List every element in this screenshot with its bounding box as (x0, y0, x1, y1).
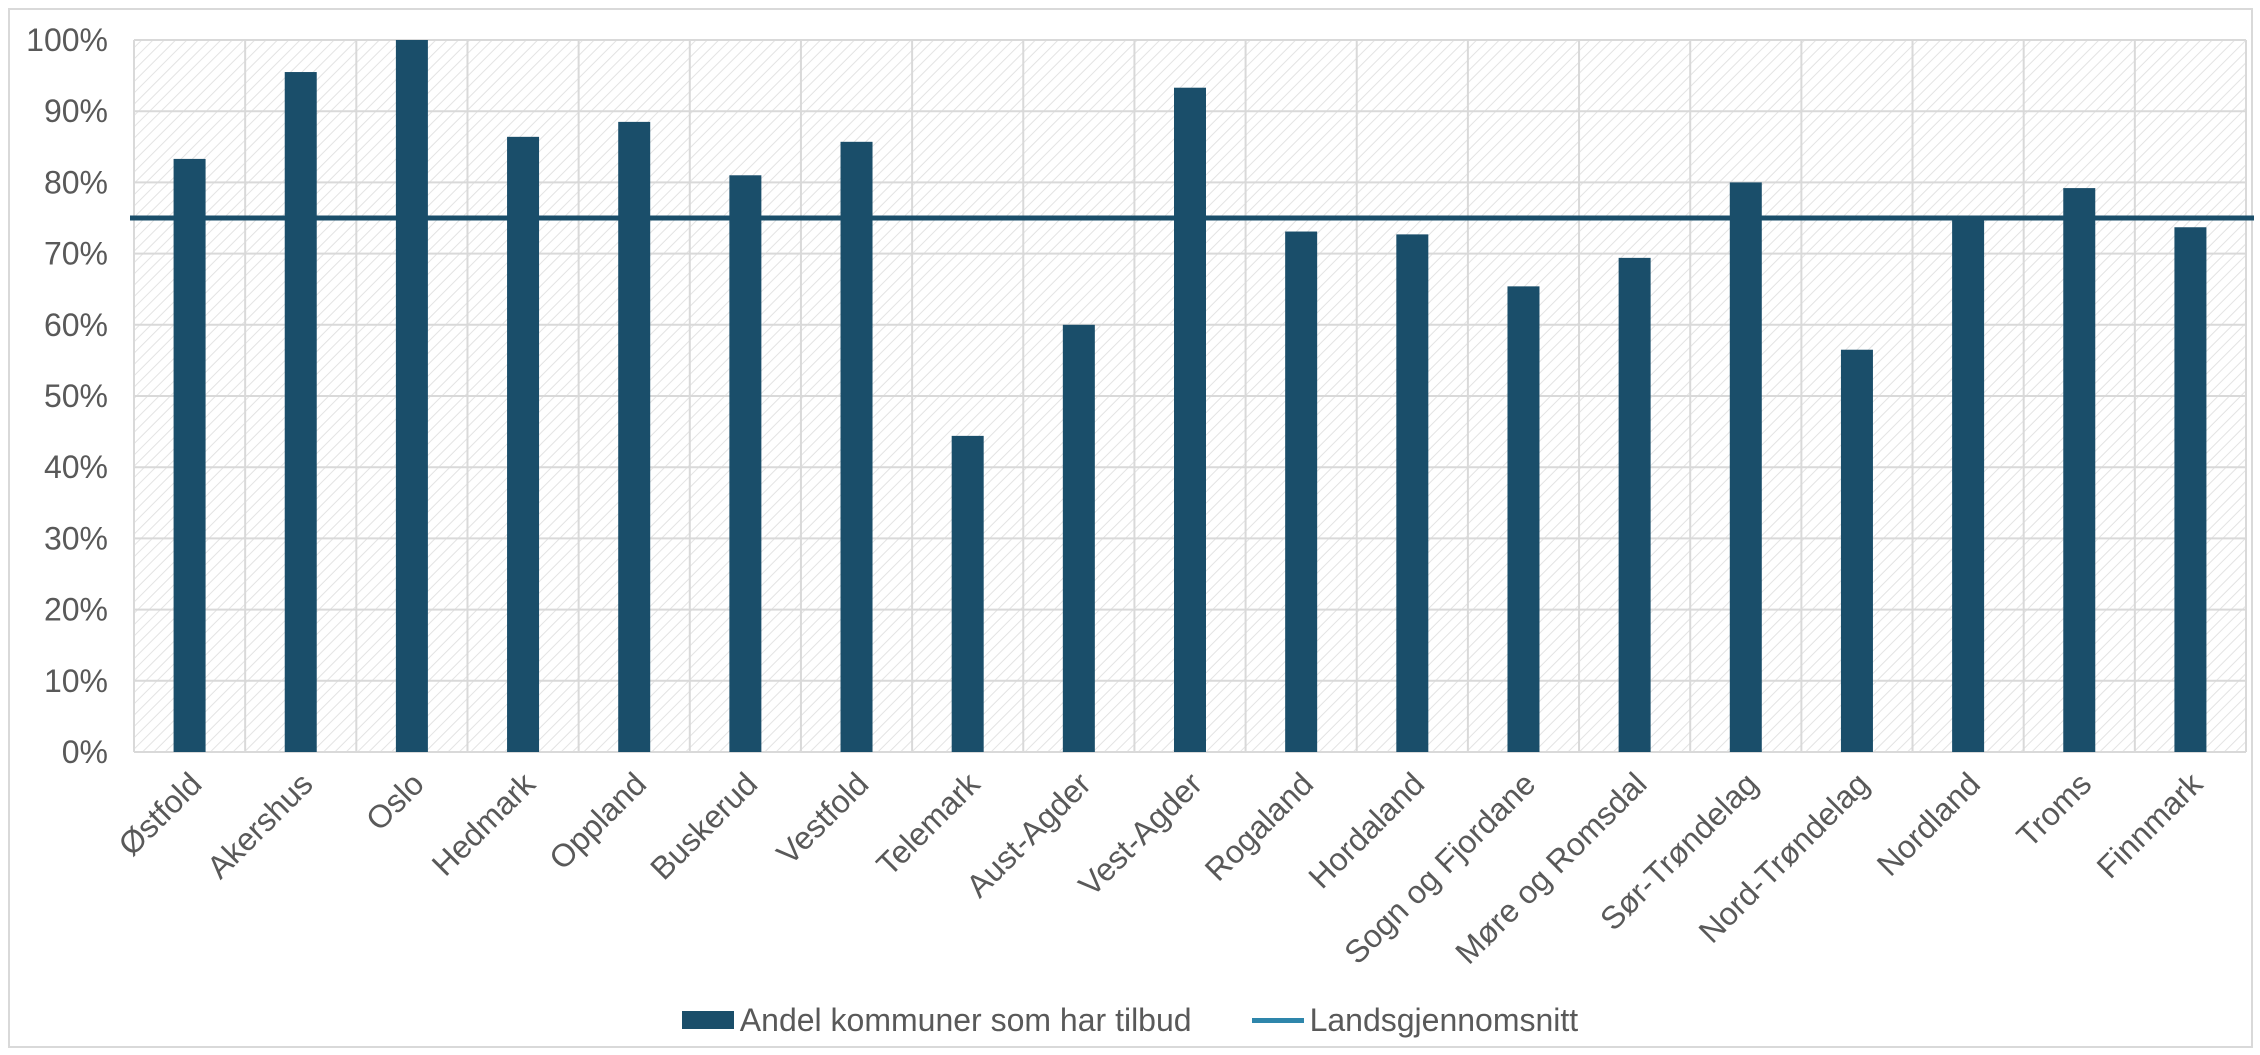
x-tick-label: Hedmark (425, 765, 543, 883)
bar (173, 158, 206, 753)
y-tick-label: 80% (44, 164, 108, 200)
x-tick-label: Telemark (869, 765, 987, 883)
bar (729, 175, 762, 752)
bar (1396, 234, 1429, 753)
x-tick-label: Vestfold (770, 765, 876, 871)
y-tick-label: 50% (44, 378, 108, 414)
bar (1062, 324, 1095, 752)
x-tick-label: Finnmark (2090, 765, 2210, 885)
bar (1618, 257, 1651, 752)
legend-item-line: Landsgjennomsnitt (1251, 1001, 1579, 1039)
y-tick-label: 90% (44, 93, 108, 129)
y-axis-labels: 0% 10% 20% 30% 40% 50% 60% 70% 80% 90% 100% (26, 22, 108, 770)
y-tick-label: 10% (44, 663, 108, 699)
bars (173, 40, 2207, 753)
bar (395, 40, 428, 752)
bar (1729, 182, 1762, 752)
y-tick-label: 0% (62, 734, 108, 770)
y-tick-label: 40% (44, 449, 108, 485)
x-tick-label: Oslo (359, 765, 431, 837)
x-tick-label: Sogn og Fjordane (1337, 765, 1542, 970)
y-tick-label: 60% (44, 307, 108, 343)
legend-label-line: Landsgjennomsnitt (1309, 1001, 1579, 1038)
x-tick-label: Buskerud (643, 765, 764, 886)
bar (840, 141, 873, 753)
bar (1507, 286, 1540, 752)
x-tick-label: Oppland (542, 765, 653, 876)
bar (2174, 227, 2207, 753)
x-tick-label: Akershus (200, 765, 320, 885)
y-tick-label: 70% (44, 236, 108, 272)
bar (284, 72, 317, 753)
legend: Andel kommuner som har tilbud Landsgjenn… (0, 998, 2260, 1042)
bar (1285, 231, 1318, 752)
legend-label-bars: Andel kommuner som har tilbud (739, 1001, 1192, 1038)
bar (1174, 87, 1206, 753)
legend-line-swatch (1251, 1017, 1304, 1023)
y-tick-label: 100% (26, 22, 108, 58)
y-tick-label: 20% (44, 592, 108, 628)
bar (507, 136, 540, 752)
bar (951, 435, 984, 752)
bar (1840, 349, 1873, 752)
legend-item-bars: Andel kommuner som har tilbud (681, 1001, 1192, 1039)
bar-chart: 0% 10% 20% 30% 40% 50% 60% 70% 80% 90% 100% Østfol… (26, 22, 2254, 971)
x-tick-label: Nordland (1870, 765, 1987, 882)
legend-bar-swatch (681, 1011, 734, 1029)
bar (2063, 188, 2096, 752)
bar (618, 121, 651, 752)
x-tick-label: Troms (2009, 765, 2098, 854)
bar (1952, 218, 1985, 752)
y-tick-label: 30% (44, 520, 108, 556)
x-tick-label: Møre og Romsdal (1448, 765, 1653, 970)
x-tick-label: Østfold (111, 765, 208, 862)
